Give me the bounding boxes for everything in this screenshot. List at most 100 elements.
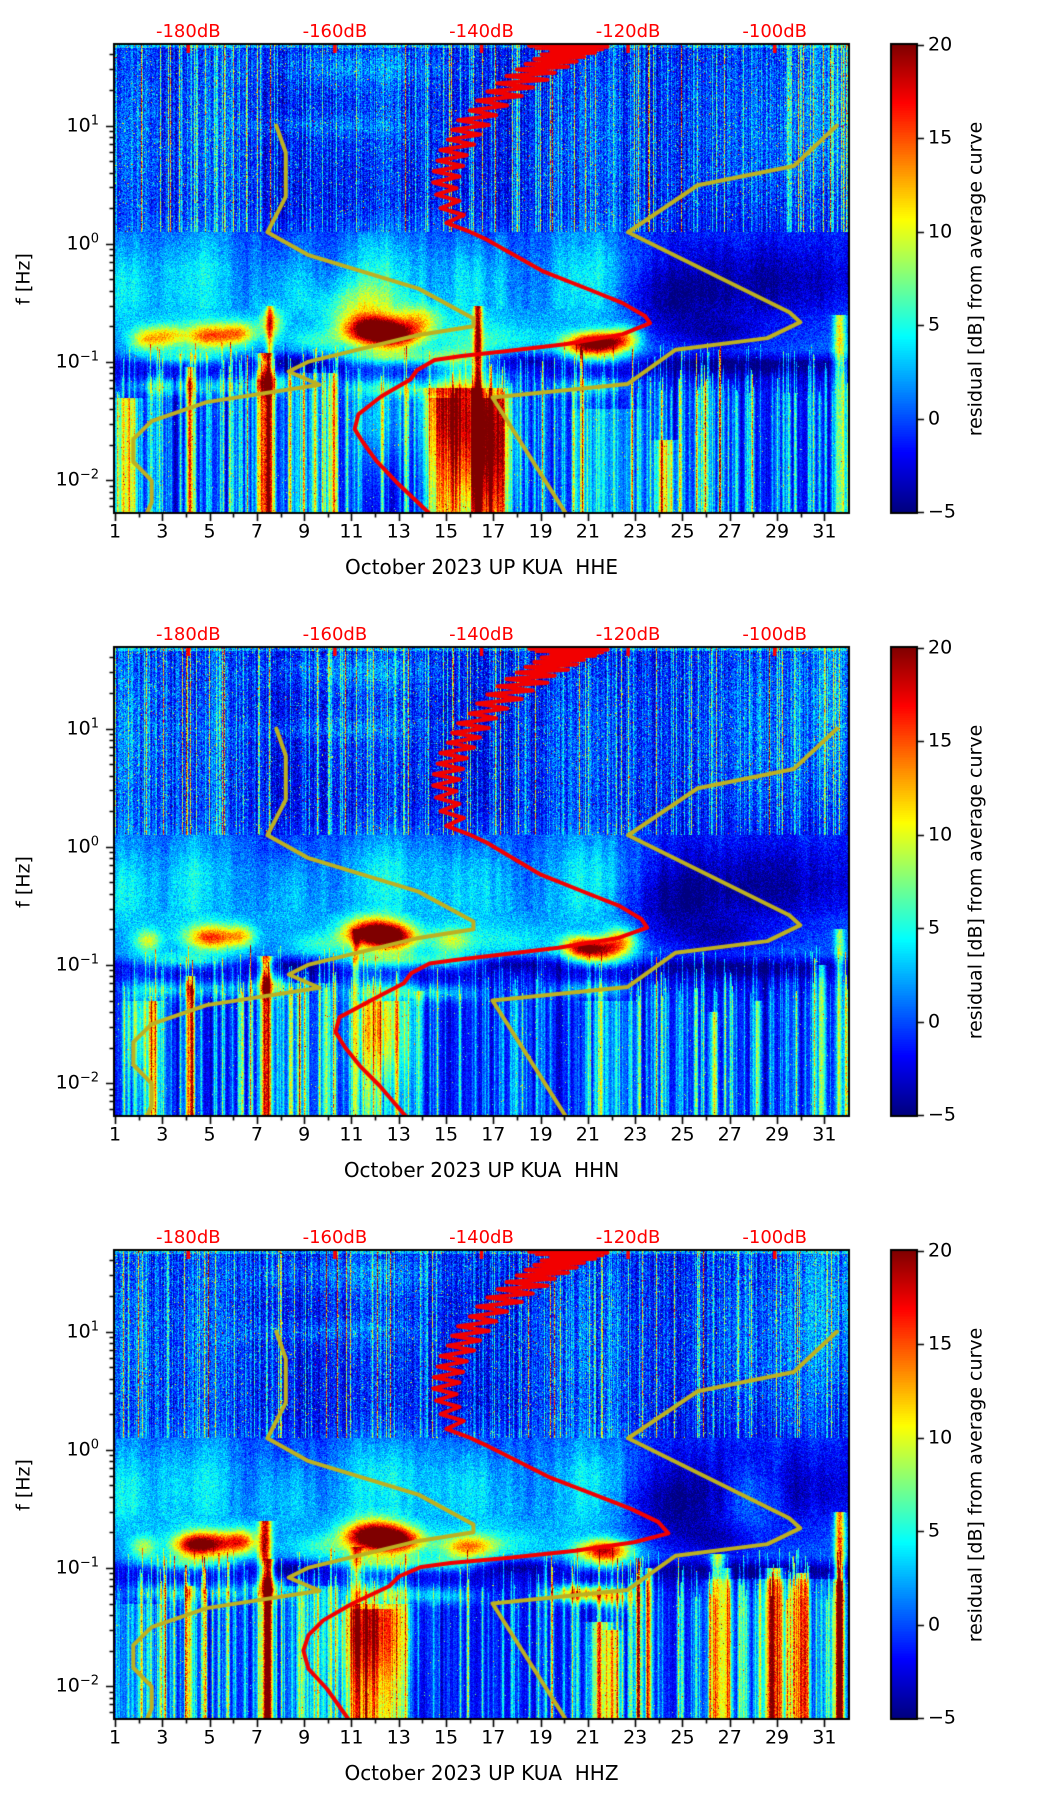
y-tick-exponent: −1 (79, 952, 99, 968)
x-tick-label: 27 (717, 520, 742, 543)
colorbar-tick-label: 15 (928, 126, 953, 149)
panel-title: October 2023 UP KUA HHE (344, 555, 619, 579)
panel-title: October 2023 UP KUA HHN (343, 1158, 620, 1182)
colorbar-tick-label: −5 (928, 1706, 957, 1729)
x-tick-label: 7 (250, 520, 263, 543)
x-tick-label: 27 (717, 1123, 742, 1146)
y-tick-exponent: 0 (90, 1437, 99, 1453)
x-tick-label: 5 (203, 1123, 216, 1146)
x-tick-label: 13 (386, 1123, 411, 1146)
x-tick-label: 13 (386, 1726, 411, 1749)
x-tick-label: 23 (623, 520, 648, 543)
top-axis-label: -120dB (595, 1227, 661, 1248)
top-axis-label: -160dB (302, 624, 368, 645)
y-tick-label: 100 (67, 232, 99, 253)
x-tick-label: 15 (433, 1123, 459, 1146)
x-tick-label: 9 (298, 1726, 311, 1749)
y-tick-label: 101 (67, 113, 99, 135)
top-axis-label: -180dB (155, 1227, 221, 1248)
y-tick-exponent: 1 (90, 1319, 99, 1335)
colorbar-tick-label: 10 (928, 220, 953, 243)
top-axis-label: -120dB (595, 21, 661, 42)
y-tick-label: 10−2 (55, 1673, 99, 1697)
x-tick-label: 13 (386, 520, 411, 543)
y-tick-exponent: 1 (90, 716, 99, 732)
colorbar-tick-label: 5 (928, 313, 941, 336)
colorbar-tick-label: 0 (928, 1010, 941, 1033)
y-tick-base: 10 (55, 1674, 80, 1697)
colorbar-tick-label: −5 (928, 500, 957, 523)
top-axis-label: -140dB (449, 624, 514, 645)
colorbar-tick-label: 20 (928, 636, 953, 659)
colorbar-tick-label: 10 (928, 1426, 953, 1449)
y-tick-exponent: −1 (79, 349, 99, 365)
y-tick-label: 10−1 (55, 349, 99, 373)
y-tick-label: 10−2 (55, 1070, 99, 1094)
x-tick-label: 5 (203, 520, 216, 543)
top-axis-label: -180dB (155, 624, 221, 645)
y-tick-base: 10 (55, 350, 80, 373)
top-axis-label: -120dB (595, 624, 661, 645)
y-tick-exponent: 1 (90, 113, 99, 129)
colorbar-tick-label: 15 (928, 729, 953, 752)
top-axis-label: -160dB (302, 21, 368, 42)
x-tick-label: 31 (812, 1123, 837, 1146)
x-tick-label: 25 (670, 520, 695, 543)
x-tick-label: 17 (481, 1726, 506, 1749)
y-axis-label: f [Hz] (12, 855, 35, 908)
y-tick-exponent: 0 (90, 834, 99, 850)
y-tick-base: 10 (55, 1071, 80, 1094)
y-tick-base: 10 (66, 1438, 91, 1461)
x-tick-label: 23 (623, 1123, 648, 1146)
colorbar-tick-label: 10 (928, 823, 953, 846)
top-axis-label: -100dB (742, 1227, 808, 1248)
y-tick-exponent: −1 (79, 1555, 99, 1571)
x-tick-label: 19 (528, 520, 553, 543)
x-tick-label: 1 (108, 1726, 122, 1749)
y-tick-base: 10 (66, 1320, 91, 1343)
top-axis-label: -100dB (742, 21, 808, 42)
x-tick-label: 5 (203, 1726, 216, 1749)
top-axis-label: -160dB (302, 1227, 368, 1248)
colorbar-tick-label: 20 (928, 33, 953, 56)
y-tick-exponent: −2 (79, 1673, 99, 1689)
x-tick-label: 7 (250, 1726, 263, 1749)
colorbar-label: residual [dB] from average curve (964, 121, 987, 436)
y-tick-exponent: −2 (79, 467, 99, 483)
top-axis-label: -100dB (742, 624, 808, 645)
x-tick-label: 29 (764, 1726, 790, 1749)
colorbar-tick-label: 15 (928, 1332, 953, 1355)
top-axis-label: -140dB (449, 21, 514, 42)
y-axis-label: f [Hz] (12, 1458, 35, 1511)
panel-title: October 2023 UP KUA HHZ (344, 1761, 619, 1785)
x-tick-label: 3 (156, 520, 169, 543)
y-tick-label: 100 (67, 834, 99, 856)
colorbar-tick-label: 20 (928, 1239, 953, 1262)
x-tick-label: 11 (339, 520, 364, 543)
y-tick-base: 10 (66, 717, 91, 740)
y-tick-label: 10−1 (56, 1555, 99, 1577)
x-tick-label: 31 (812, 1726, 837, 1749)
x-tick-label: 15 (433, 520, 459, 543)
x-tick-label: 9 (298, 520, 311, 543)
y-tick-label: 101 (66, 1319, 99, 1343)
y-tick-base: 10 (55, 468, 80, 491)
x-tick-label: 21 (575, 520, 600, 543)
x-tick-label: 1 (108, 520, 122, 543)
colorbar-tick-label: 5 (928, 916, 941, 939)
x-tick-label: 19 (528, 1123, 553, 1146)
x-tick-label: 23 (623, 1726, 648, 1749)
x-tick-label: 11 (339, 1726, 364, 1749)
y-tick-label: 101 (66, 716, 99, 740)
x-tick-label: 31 (812, 520, 837, 543)
colorbar-label: residual [dB] from average curve (964, 724, 987, 1039)
y-tick-exponent: −2 (79, 1070, 99, 1086)
x-tick-label: 21 (575, 1123, 600, 1146)
x-tick-label: 3 (156, 1123, 169, 1146)
x-tick-label: 1 (108, 1123, 122, 1146)
y-tick-label: 10−2 (55, 467, 99, 491)
y-tick-label: 100 (66, 1437, 99, 1461)
colorbar-tick-label: 0 (928, 407, 941, 430)
